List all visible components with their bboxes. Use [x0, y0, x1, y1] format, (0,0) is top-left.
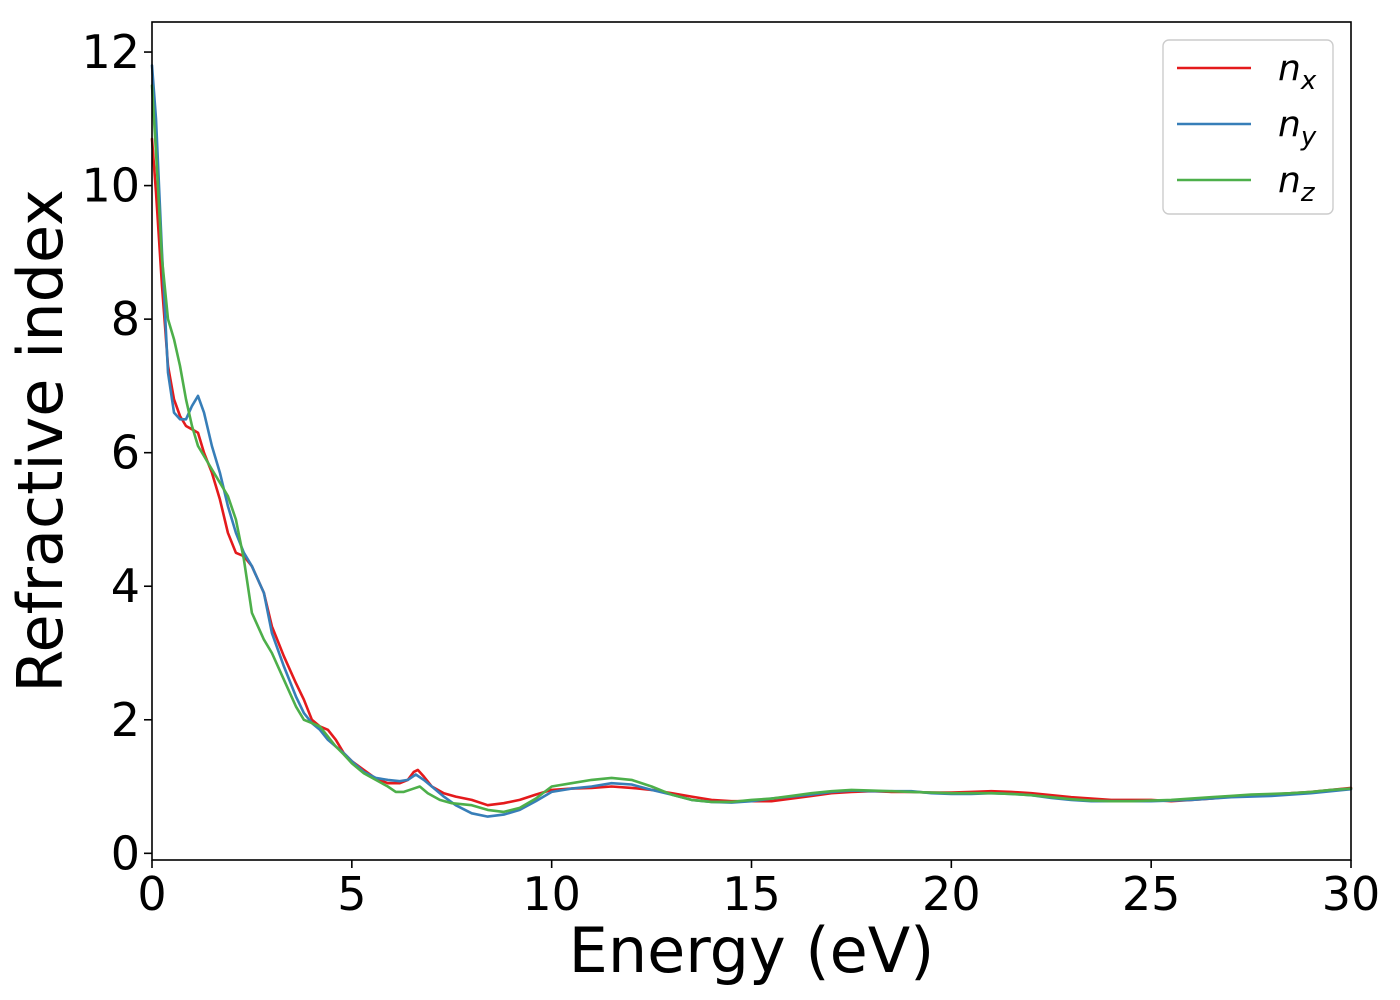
x-tick-label: 5: [337, 867, 366, 921]
y-tick-label: 2: [111, 693, 140, 747]
legend-label-nx: nx: [1278, 48, 1317, 96]
y-tick-label: 0: [111, 826, 140, 880]
y-tick-label: 10: [81, 159, 140, 213]
y-axis-title: Refractive index: [4, 189, 77, 693]
x-tick-label: 30: [1322, 867, 1381, 921]
legend-box: [1162, 39, 1334, 215]
x-tick-label: 10: [522, 867, 581, 921]
x-axis-title: Energy (eV): [569, 914, 935, 987]
ticks-layer: 0 5 10 15 20 25 30 0 2 4 6 8 10 12: [81, 25, 1380, 921]
y-tick-label: 12: [81, 25, 140, 79]
series-line-nx: [150, 137, 1353, 807]
x-tick-label: 15: [722, 867, 781, 921]
x-tick-label: 20: [922, 867, 981, 921]
y-tick-label: 4: [111, 559, 140, 613]
y-tick-label: 8: [111, 292, 140, 346]
legend: nx ny nz: [1162, 39, 1334, 215]
legend-label-nz: nz: [1278, 160, 1316, 208]
series-line-nz: [150, 84, 1353, 814]
x-tick-label: 25: [1122, 867, 1181, 921]
y-tick-label: 6: [111, 426, 140, 480]
x-tick-label: 0: [137, 867, 166, 921]
legend-label-ny: ny: [1278, 104, 1317, 152]
series-layer: [150, 64, 1353, 818]
